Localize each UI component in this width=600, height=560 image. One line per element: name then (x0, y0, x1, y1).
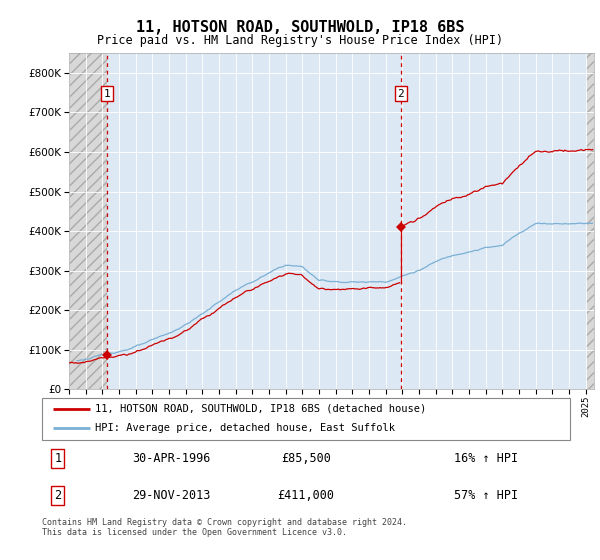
Bar (586, 53, 594, 389)
Text: 2: 2 (397, 88, 404, 99)
Text: 29-NOV-2013: 29-NOV-2013 (132, 488, 210, 502)
Text: 11, HOTSON ROAD, SOUTHWOLD, IP18 6BS: 11, HOTSON ROAD, SOUTHWOLD, IP18 6BS (136, 20, 464, 35)
Text: HPI: Average price, detached house, East Suffolk: HPI: Average price, detached house, East… (95, 423, 395, 433)
Bar (69, 53, 107, 389)
Text: £85,500: £85,500 (281, 451, 331, 465)
Text: 30-APR-1996: 30-APR-1996 (132, 451, 210, 465)
Text: 1: 1 (104, 88, 110, 99)
Text: Contains HM Land Registry data © Crown copyright and database right 2024.
This d: Contains HM Land Registry data © Crown c… (42, 518, 407, 538)
Text: £411,000: £411,000 (277, 488, 335, 502)
Bar (107, 53, 586, 389)
Text: 57% ↑ HPI: 57% ↑ HPI (454, 488, 518, 502)
Text: 1: 1 (54, 451, 61, 465)
FancyBboxPatch shape (42, 398, 570, 440)
Text: 2: 2 (54, 488, 61, 502)
Text: 11, HOTSON ROAD, SOUTHWOLD, IP18 6BS (detached house): 11, HOTSON ROAD, SOUTHWOLD, IP18 6BS (de… (95, 404, 426, 414)
Text: 16% ↑ HPI: 16% ↑ HPI (454, 451, 518, 465)
Text: Price paid vs. HM Land Registry's House Price Index (HPI): Price paid vs. HM Land Registry's House … (97, 34, 503, 46)
